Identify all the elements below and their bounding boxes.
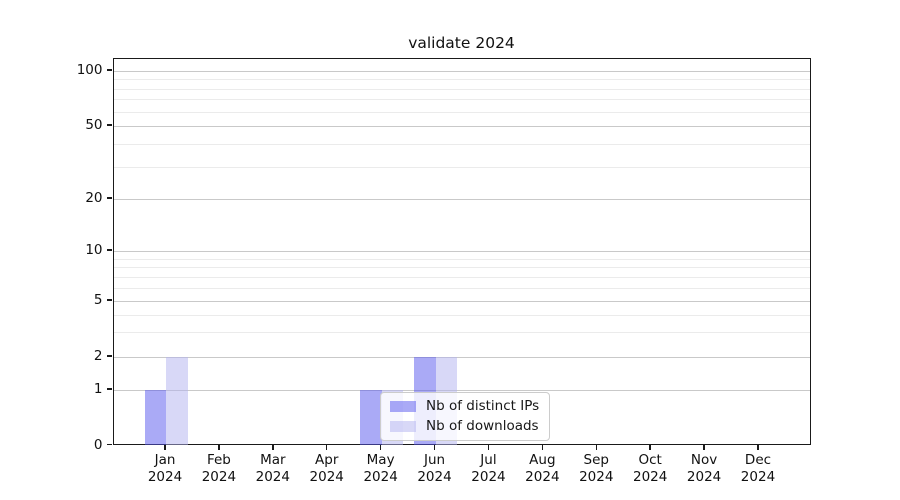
gridline-minor-80 [113,88,810,90]
x-tick-month-aug: Aug [529,452,556,468]
x-tick-apr [326,444,328,450]
x-tick-feb [218,444,220,450]
gridline-major-100 [113,71,810,72]
x-tick-year-oct: 2024 [632,469,668,485]
x-tick-year-may: 2024 [363,469,398,485]
y-tick-label-2: 2 [93,348,103,364]
gridline-major-5 [113,301,810,302]
x-tick-label-mar: Mar 2024 [241,452,305,486]
x-tick-sep [595,444,597,450]
x-tick-may [379,444,382,450]
y-tick-2 [107,355,112,357]
plot-area [112,58,811,445]
y-tick-label-5: 5 [93,292,103,308]
legend-swatch-distinct-ips-icon [390,400,416,412]
x-tick-year-jul: 2024 [471,469,506,485]
x-tick-label-apr: Apr 2024 [295,452,359,486]
x-tick-jul [487,444,490,450]
x-tick-year-mar: 2024 [255,469,290,485]
legend: Nb of distinct IPs Nb of downloads [380,392,551,441]
gridline-minor-40 [113,143,810,145]
gridline-major-10 [113,251,810,252]
x-tick-month-apr: Apr [315,452,339,468]
x-tick-label-dec: Dec 2024 [726,452,790,486]
bar-downloads-jan [166,357,188,445]
x-tick-label-feb: Feb 2024 [187,452,251,486]
legend-label-downloads: Nb of downloads [426,418,539,434]
gridline-minor-6 [113,287,810,289]
gridline-minor-8 [113,267,810,269]
x-tick-mar [272,444,274,450]
gridline-minor-9 [113,258,810,260]
x-tick-month-dec: Dec [744,452,772,468]
gridline-major-2 [113,357,810,358]
x-tick-jun [433,444,436,450]
gridline-major-1 [113,390,810,391]
bar-distinct-ips-jan [144,390,166,445]
x-tick-label-jan: Jan 2024 [133,452,197,486]
x-tick-label-jun: Jun 2024 [403,452,467,486]
x-tick-month-feb: Feb [206,452,231,468]
gridline-major-50 [113,126,810,127]
x-tick-dec [757,444,759,450]
x-tick-label-nov: Nov 2024 [672,452,736,486]
x-tick-label-may: May 2024 [349,452,413,486]
y-tick-label-1: 1 [93,381,103,397]
x-tick-month-mar: Mar [260,452,286,468]
y-tick-label-0: 0 [93,436,103,453]
legend-swatch-downloads-icon [390,420,416,432]
gridline-minor-7 [113,276,810,278]
x-tick-year-aug: 2024 [525,469,560,485]
gridline-minor-30 [113,166,810,168]
x-tick-month-oct: Oct [638,452,662,468]
gridline-minor-4 [113,314,810,316]
x-tick-year-jun: 2024 [417,469,452,485]
legend-item-downloads: Nb of downloads [390,418,539,434]
x-tick-label-jul: Jul 2024 [456,452,520,486]
y-tick-label-20: 20 [85,190,103,206]
y-tick-20 [107,197,112,199]
x-tick-oct [649,444,651,450]
x-tick-month-jan: Jan [154,452,176,468]
gridline-major-20 [113,199,810,200]
y-tick-label-10: 10 [85,242,103,258]
gridline-minor-3 [113,332,810,334]
x-tick-nov [703,444,705,450]
x-tick-month-jun: Jun [423,452,446,468]
x-tick-month-jul: Jul [480,452,497,468]
y-tick-1 [107,388,112,390]
gridline-minor-60 [113,111,810,113]
gridline-minor-90 [113,79,810,81]
x-tick-month-may: May [366,452,395,468]
y-tick-50 [107,124,112,126]
y-tick-5 [107,299,112,301]
legend-item-distinct-ips: Nb of distinct IPs [390,398,539,414]
bar-distinct-ips-may [360,390,382,445]
x-tick-year-feb: 2024 [201,469,237,485]
y-tick-0 [107,443,112,446]
x-tick-year-apr: 2024 [309,469,344,485]
y-tick-100 [107,69,112,71]
y-tick-label-50: 50 [85,117,103,133]
chart-title: validate 2024 [408,34,515,52]
y-tick-10 [107,249,112,251]
x-tick-month-nov: Nov [690,452,718,468]
x-tick-year-jan: 2024 [147,469,183,485]
x-tick-label-sep: Sep 2024 [564,452,628,486]
x-tick-aug [541,444,544,450]
legend-label-distinct-ips: Nb of distinct IPs [426,398,540,414]
x-tick-jan [164,444,166,450]
y-tick-label-100: 100 [76,62,103,78]
x-tick-year-sep: 2024 [579,469,614,485]
x-tick-year-dec: 2024 [740,469,776,485]
gridline-minor-70 [113,99,810,101]
x-tick-month-sep: Sep [583,452,609,468]
x-tick-label-oct: Oct 2024 [618,452,682,486]
x-tick-year-nov: 2024 [686,469,722,485]
x-tick-label-aug: Aug 2024 [510,452,574,486]
